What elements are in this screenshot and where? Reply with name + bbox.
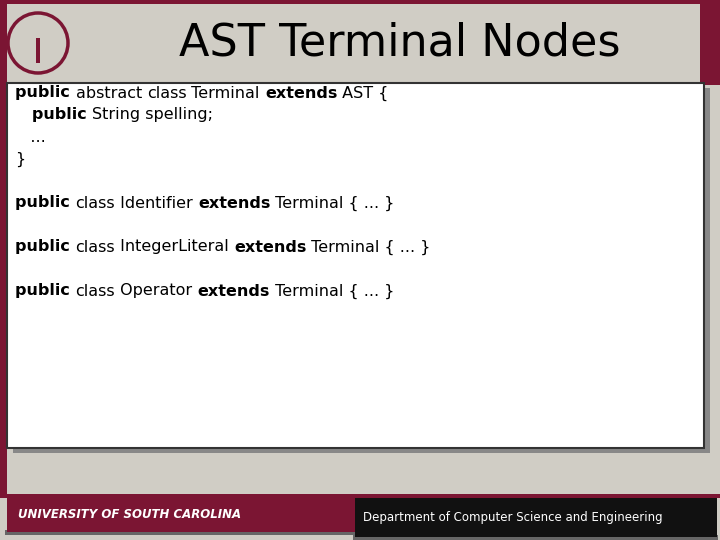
Text: extends: extends [234,240,307,254]
Text: AST {: AST { [338,85,389,100]
Bar [7,83,704,448]
Text: Terminal { ... }: Terminal { ... } [271,195,395,211]
Text: Terminal: Terminal [186,85,265,100]
Text: public: public [15,284,76,299]
Text: class: class [76,195,115,211]
Text: UNIVERSITY OF SOUTH CAROLINA: UNIVERSITY OF SOUTH CAROLINA [18,509,241,522]
Text: extends: extends [265,85,338,100]
Bar [0,0,720,4]
Bar [7,498,355,532]
Text: AST Terminal Nodes: AST Terminal Nodes [179,22,621,64]
Text: }: } [15,151,25,167]
Text: class: class [147,85,186,100]
Bar [5,530,359,535]
Text: Operator: Operator [115,284,197,299]
Text: Terminal { ... }: Terminal { ... } [307,239,431,254]
Text: extends: extends [198,195,271,211]
Text: Identifier: Identifier [115,195,198,211]
Text: public: public [15,240,76,254]
Text: public: public [15,107,92,123]
Text: class: class [76,284,115,299]
Text: Department of Computer Science and Engineering: Department of Computer Science and Engin… [363,510,662,523]
Bar [13,88,710,453]
Text: IntegerLiteral: IntegerLiteral [115,240,234,254]
Text: String spelling;: String spelling; [92,107,213,123]
Text: Terminal { ... }: Terminal { ... } [270,284,394,299]
Bar [355,498,717,537]
Bar [353,535,718,540]
Bar [36,38,40,63]
Text: public: public [15,85,76,100]
Text: public: public [15,195,76,211]
Bar [700,0,720,85]
Text: abstract: abstract [76,85,147,100]
Text: ...: ... [15,130,46,145]
Text: class: class [76,240,115,254]
Bar [0,0,7,495]
Bar [0,494,720,498]
Bar [0,0,720,80]
Text: extends: extends [197,284,270,299]
